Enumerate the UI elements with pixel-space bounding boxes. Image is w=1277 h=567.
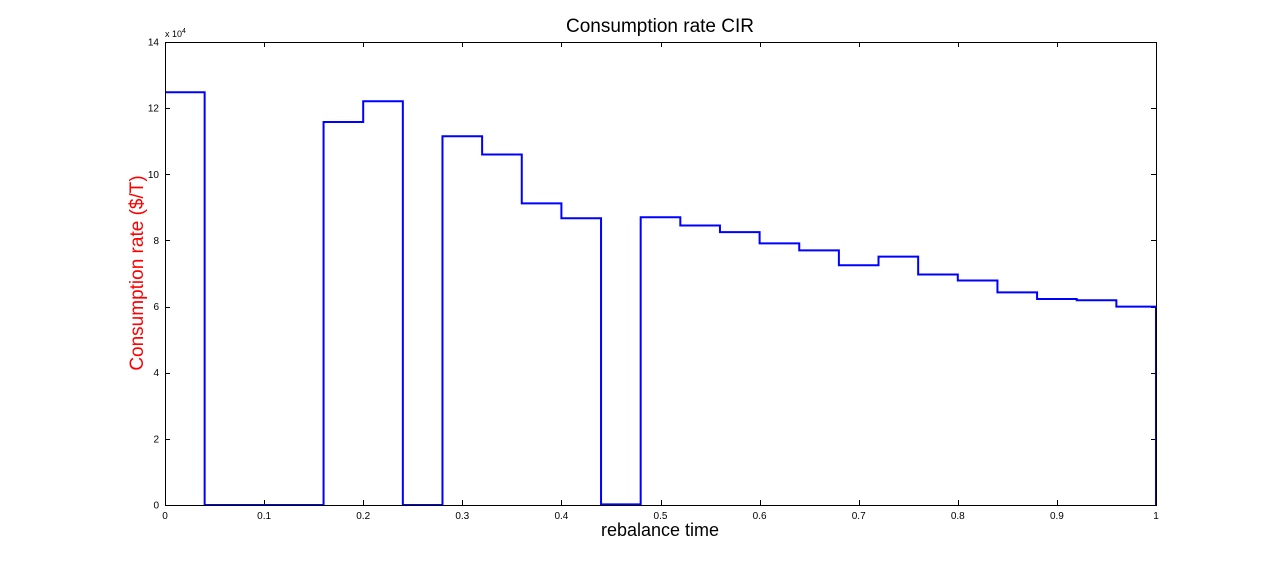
x-tick-label: 0.8 (951, 511, 965, 522)
x-tick-label: 0.6 (753, 511, 767, 522)
x-tick-label: 0.3 (455, 511, 469, 522)
x-tick-label: 0.9 (1050, 511, 1064, 522)
y-tick-label: 0 (153, 501, 159, 512)
y-axis-label: Consumption rate ($/T) (127, 175, 148, 370)
x-tick-label: 0.4 (554, 511, 568, 522)
y-tick-label: 14 (148, 38, 160, 49)
x-tick-label: 0.1 (257, 511, 271, 522)
y-tick-label: 12 (148, 104, 160, 115)
y-axis-exponent: x 104 (165, 28, 186, 39)
plot-frame (165, 42, 1157, 506)
series-line (165, 91, 1157, 506)
x-tick-label: 0.2 (356, 511, 370, 522)
x-tick-label: 0.7 (852, 511, 866, 522)
x-tick-label: 0 (162, 511, 168, 522)
y-tick-label: 2 (153, 434, 159, 445)
y-tick-label: 8 (153, 236, 159, 247)
y-tick-label: 6 (153, 302, 159, 313)
chart-title: Consumption rate CIR (566, 16, 754, 37)
x-tick-label: 0.5 (654, 511, 668, 522)
x-tick-label: 1 (1153, 511, 1159, 522)
y-tick-label: 10 (148, 170, 160, 181)
y-tick-label: 4 (153, 368, 159, 379)
x-axis-label: rebalance time (601, 520, 719, 540)
axis-ticks (165, 42, 1157, 506)
